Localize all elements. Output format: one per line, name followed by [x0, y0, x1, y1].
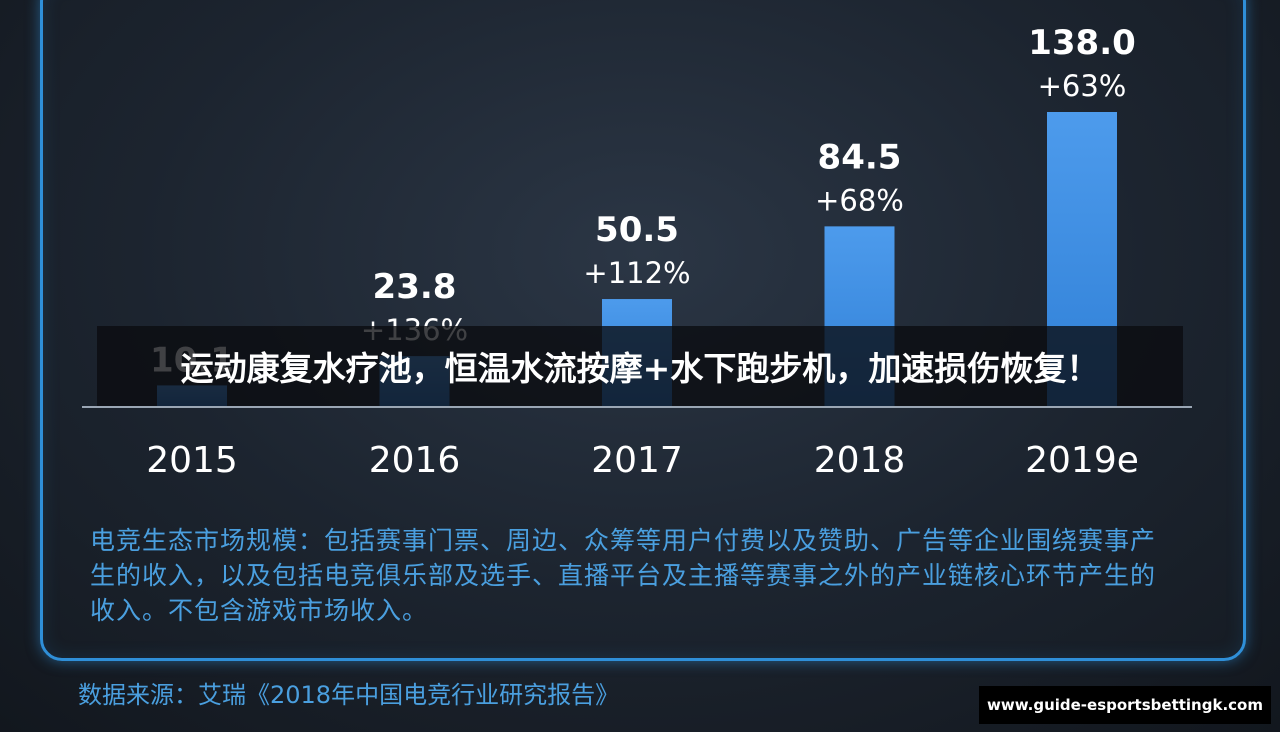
x-tick-2019e: 2019e [1025, 440, 1139, 481]
value-label-2017: 50.5 [595, 210, 679, 250]
value-label-2016: 23.8 [373, 267, 457, 307]
x-tick-2016: 2016 [369, 440, 461, 481]
x-tick-2017: 2017 [591, 440, 683, 481]
growth-label-2019e: +63% [1038, 69, 1127, 103]
chart-footnote: 电竞生态市场规模：包括赛事门票、周边、众筹等用户付费以及赞助、广告等企业围绕赛事… [90, 526, 1157, 625]
watermark-text: www.guide-esportsbettingk.com [987, 696, 1263, 714]
value-label-2019e: 138.0 [1028, 23, 1136, 63]
overlay-title: 运动康复水疗池，恒温水流按摩+水下跑步机，加速损伤恢复！ [180, 349, 1100, 388]
value-label-2018: 84.5 [818, 137, 902, 177]
watermark-badge: www.guide-esportsbettingk.com [979, 686, 1271, 724]
data-source: 数据来源：艾瑞《2018年中国电竞行业研究报告》 [78, 681, 620, 709]
x-tick-2018: 2018 [814, 440, 906, 481]
overlay-banner: 运动康复水疗池，恒温水流按摩+水下跑步机，加速损伤恢复！ [97, 326, 1183, 406]
growth-label-2018: +68% [815, 183, 904, 217]
x-tick-2015: 2015 [146, 440, 238, 481]
growth-label-2017: +112% [583, 256, 690, 290]
